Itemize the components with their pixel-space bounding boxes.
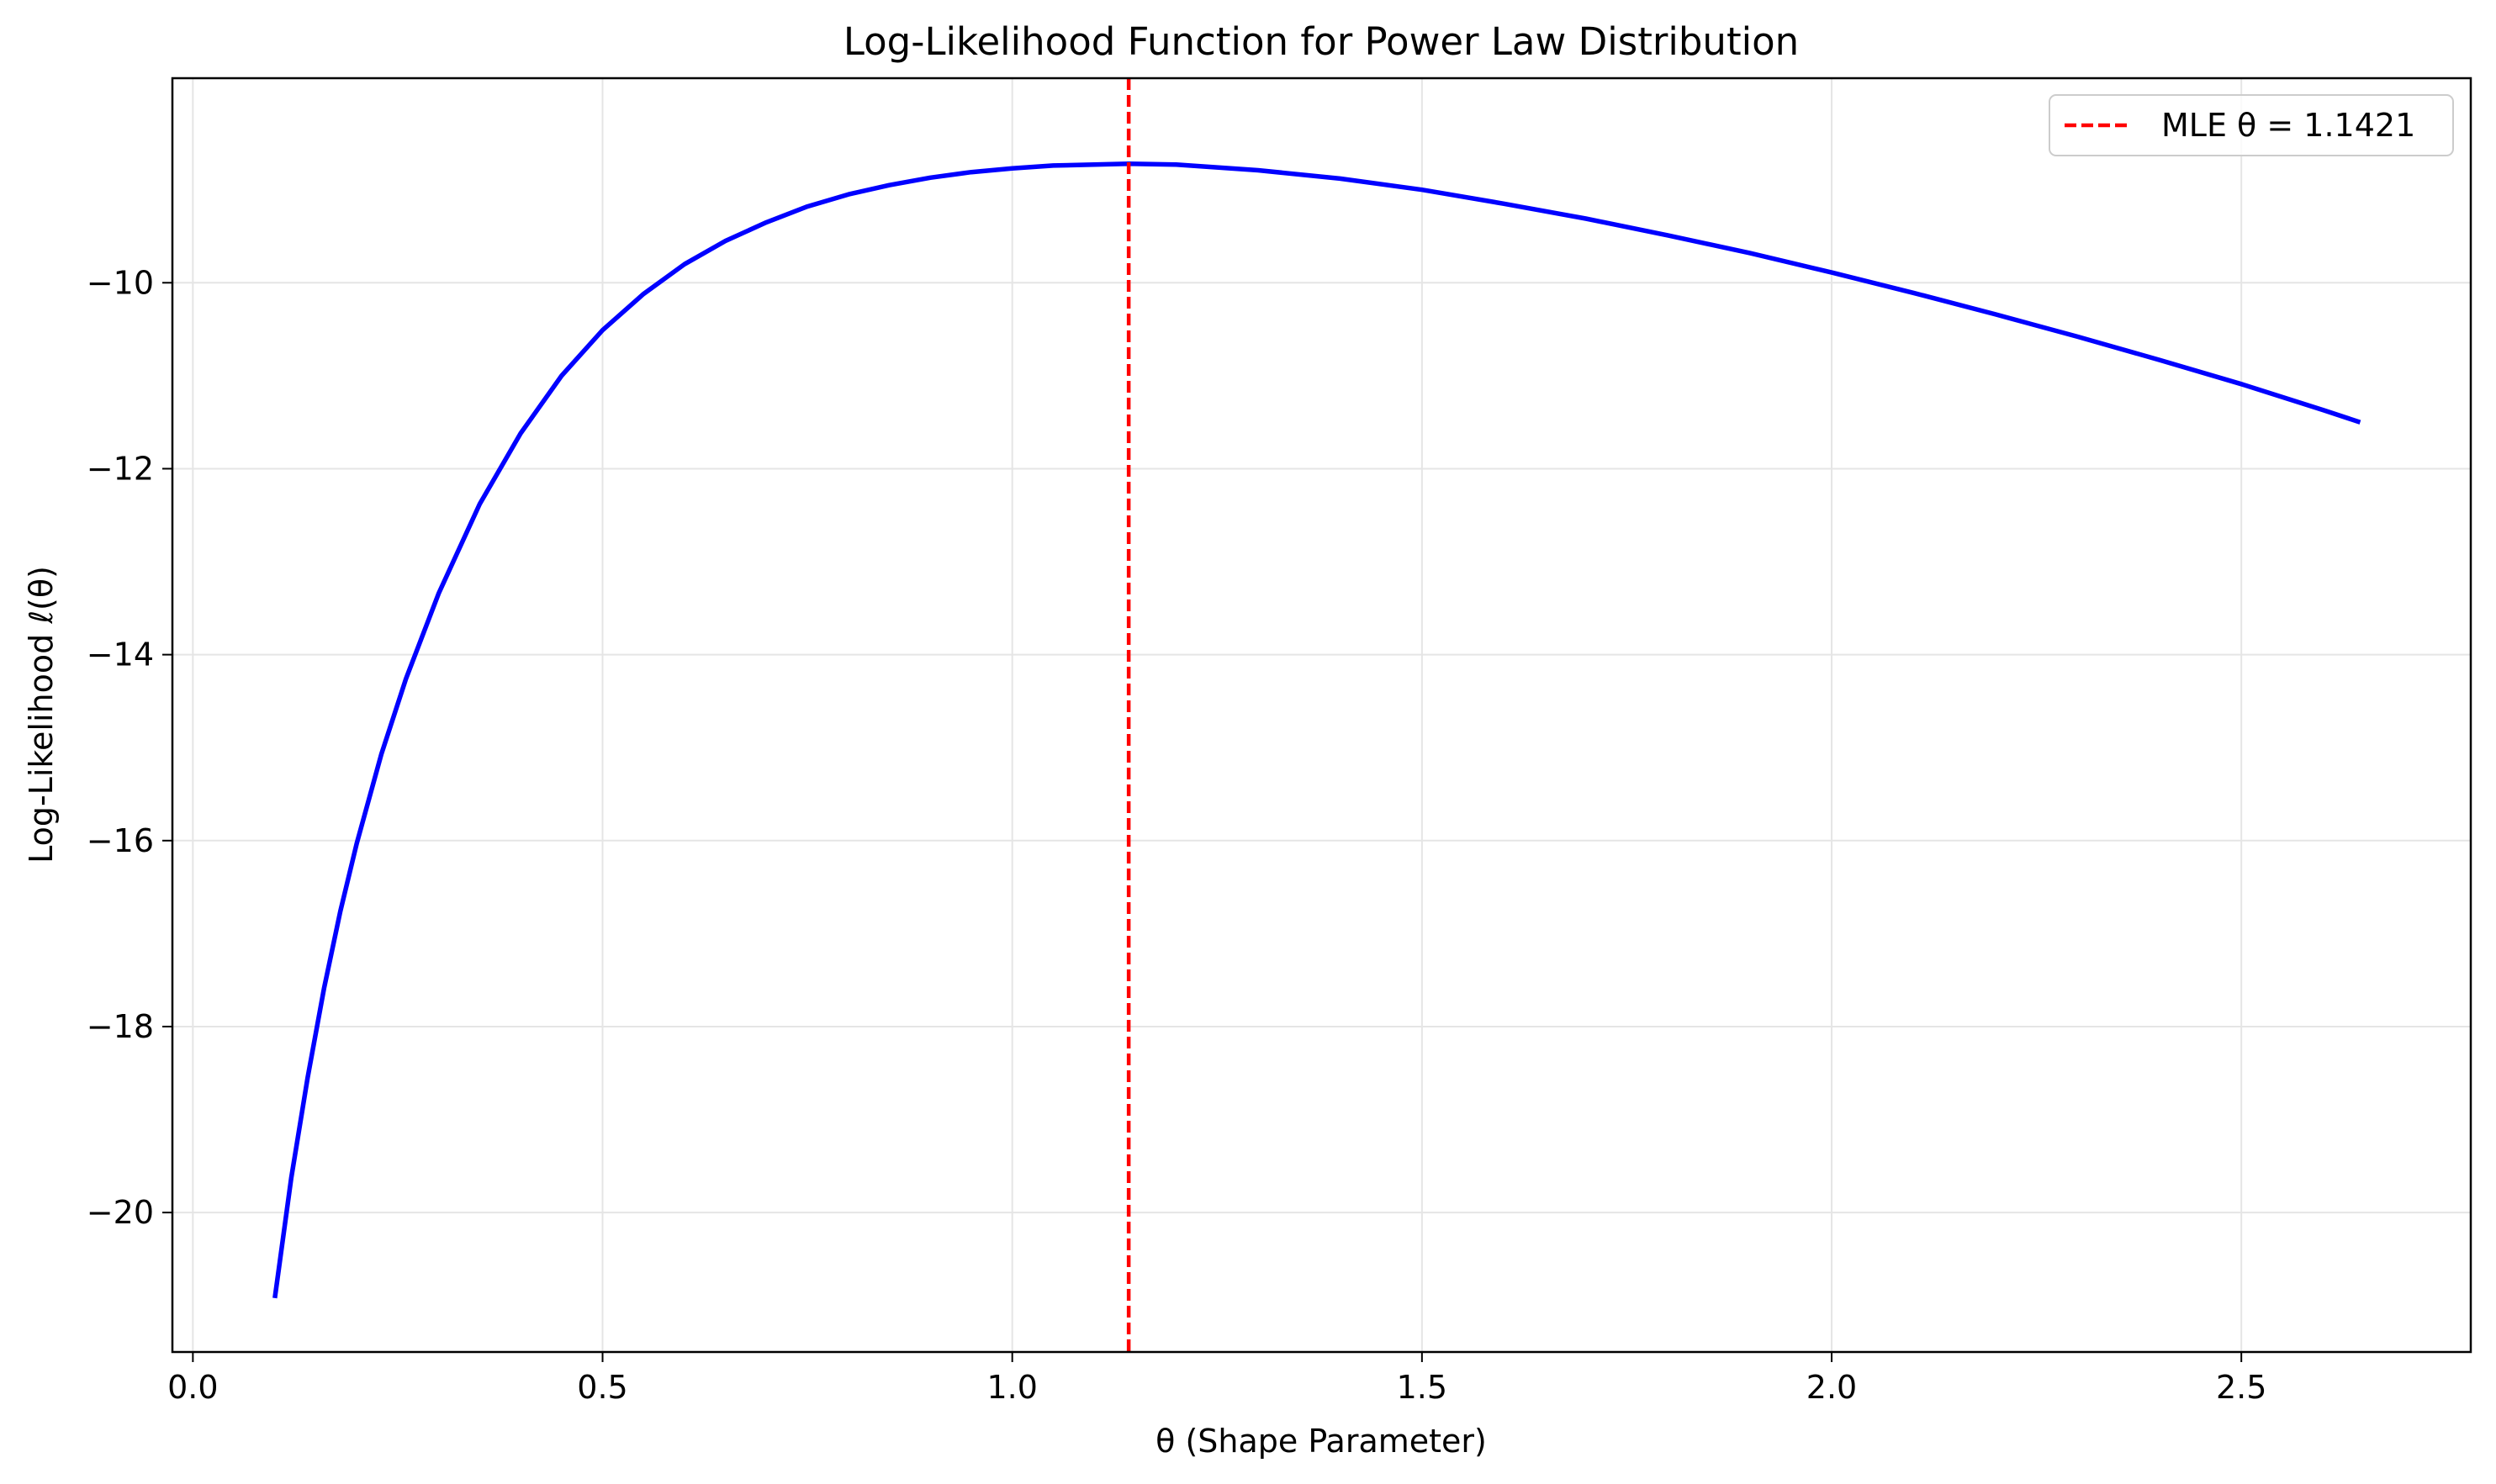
x-tick-label: 1.0 [986, 1369, 1037, 1406]
x-tick-label: 0.0 [167, 1369, 218, 1406]
chart-title: Log-Likelihood Function for Power Law Di… [843, 19, 1799, 64]
x-tick-label: 2.5 [2216, 1369, 2266, 1406]
plot-frame [171, 77, 2472, 1354]
grid [172, 78, 2471, 1352]
legend: MLE θ = 1.1421 [2049, 94, 2454, 156]
legend-box [2049, 94, 2454, 156]
x-tick-label: 2.0 [1806, 1369, 1857, 1406]
y-tick-label: −12 [87, 450, 154, 487]
y-tick-label: −20 [87, 1194, 154, 1231]
log-likelihood-curve [272, 161, 2361, 1299]
plot-data [272, 78, 2361, 1352]
y-tick-label: −10 [87, 264, 154, 301]
x-tick-label: 1.5 [1397, 1369, 1447, 1406]
y-tick-label: −14 [87, 636, 154, 673]
y-tick-label: −18 [87, 1008, 154, 1045]
legend-label-mle: MLE θ = 1.1421 [2161, 107, 2415, 144]
x-tick-label: 0.5 [577, 1369, 627, 1406]
axis-ticks: 0.0 0.5 1.0 1.5 2.0 2.5 −20 −18 −16 −14 −12 −10 [87, 264, 2267, 1406]
x-axis-title: θ (Shape Parameter) [1155, 1423, 1487, 1460]
y-tick-label: −16 [87, 822, 154, 859]
y-axis-title: Log-Likelihood ℓ(θ) [23, 566, 60, 863]
